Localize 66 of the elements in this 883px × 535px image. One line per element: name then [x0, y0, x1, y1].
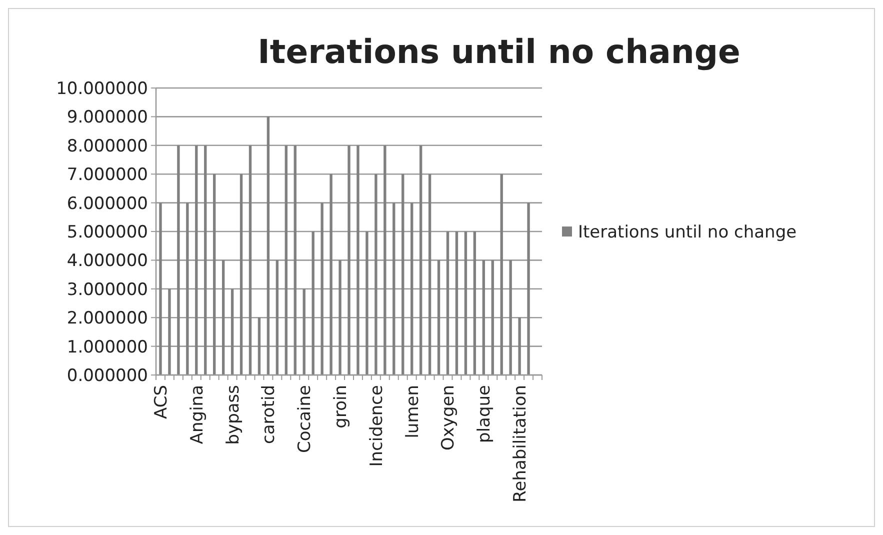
bar	[518, 318, 521, 375]
x-tick-label: carotid	[259, 385, 280, 444]
bar	[266, 116, 270, 375]
bar	[159, 202, 162, 375]
bar	[320, 202, 324, 375]
bar	[284, 145, 288, 375]
y-tick-label: 7.000000	[66, 165, 148, 186]
x-tick-label: Angina	[187, 385, 208, 444]
bar	[248, 145, 252, 375]
y-tick-label: 5.000000	[66, 222, 148, 242]
bar	[213, 174, 216, 375]
bar	[258, 318, 261, 375]
bar	[491, 260, 494, 375]
bar	[455, 232, 458, 375]
bar	[527, 202, 530, 375]
bar	[294, 145, 296, 375]
bar	[240, 174, 243, 375]
bar	[302, 288, 306, 375]
x-tick-label: plaque	[474, 385, 495, 443]
y-tick-label: 8.000000	[66, 136, 148, 156]
x-tick-label: ACS	[151, 385, 172, 419]
bar	[410, 202, 414, 375]
bar	[366, 232, 368, 375]
bar	[330, 174, 332, 375]
bar	[428, 174, 432, 375]
bar	[204, 145, 207, 375]
bar	[312, 232, 314, 375]
bar	[338, 260, 342, 375]
y-tick-label: 4.000000	[66, 251, 148, 272]
bar	[482, 260, 485, 375]
bar	[168, 288, 171, 375]
bar	[356, 145, 360, 375]
bar	[473, 232, 476, 375]
legend-label: Iterations until no change	[578, 222, 797, 242]
bar	[402, 174, 404, 375]
bar	[464, 232, 468, 375]
bar	[186, 202, 189, 375]
bar	[195, 145, 198, 375]
x-tick-label: groin	[330, 385, 351, 428]
y-tick-label: 9.000000	[66, 108, 148, 128]
y-tick-label: 0.000000	[66, 366, 148, 386]
x-tick-label: lumen	[402, 385, 423, 438]
bar	[384, 145, 386, 375]
y-tick-label: 10.000000	[56, 78, 148, 99]
x-tick-label: Rehabilitation	[510, 385, 531, 502]
bar	[500, 174, 503, 375]
y-tick-label: 6.000000	[66, 194, 148, 214]
x-tick-label: Cocaine	[295, 385, 316, 453]
bar	[177, 145, 180, 375]
bar	[392, 202, 396, 375]
y-tick-label: 1.000000	[66, 337, 148, 358]
bar	[276, 260, 279, 375]
x-tick-label: Oxygen	[438, 385, 459, 451]
bar	[230, 288, 234, 375]
y-tick-label: 3.000000	[66, 280, 148, 300]
x-tick-label: bypass	[223, 384, 244, 445]
bar	[446, 232, 450, 375]
bar	[437, 260, 440, 375]
bar	[509, 260, 512, 375]
bar	[222, 260, 225, 375]
bar	[419, 145, 422, 375]
x-tick-label: Incidence	[366, 385, 387, 467]
y-tick-label: 2.000000	[66, 308, 148, 329]
bar	[348, 145, 350, 375]
bar	[374, 174, 378, 375]
chart-title: Iterations until no change	[258, 32, 740, 71]
